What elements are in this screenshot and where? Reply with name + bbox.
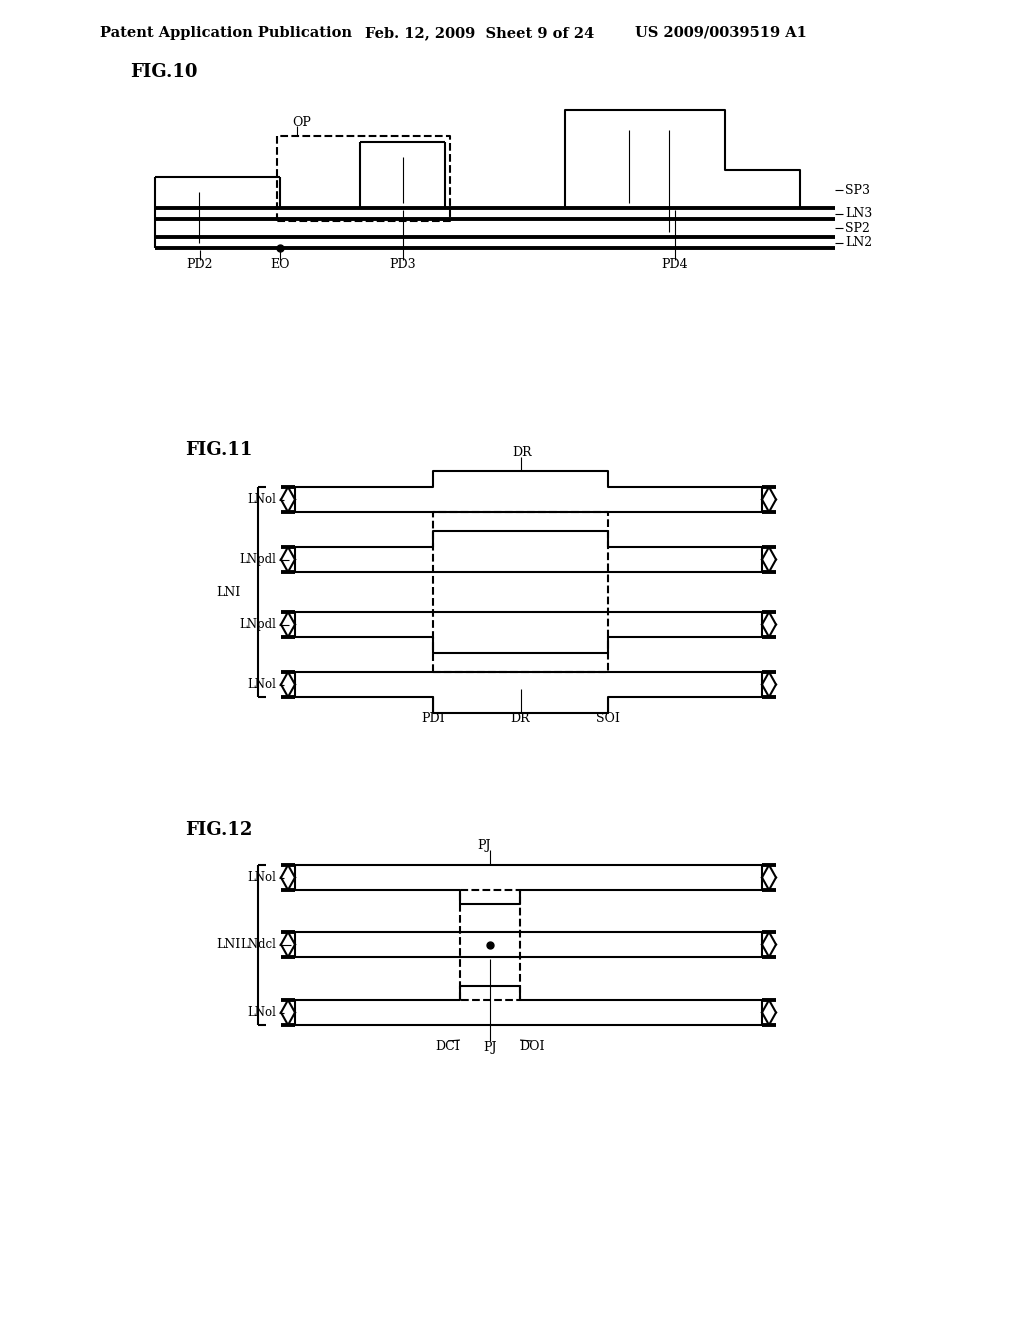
- Text: SP2: SP2: [845, 222, 869, 235]
- Text: Patent Application Publication: Patent Application Publication: [100, 26, 352, 40]
- Text: LN2: LN2: [845, 236, 872, 249]
- Text: PD3: PD3: [389, 259, 416, 272]
- Text: LNpdl: LNpdl: [240, 553, 276, 566]
- Text: SP3: SP3: [845, 183, 870, 197]
- Text: EO: EO: [270, 259, 290, 272]
- Text: DR: DR: [511, 713, 530, 726]
- Text: LN3: LN3: [845, 207, 872, 220]
- Text: LNol: LNol: [247, 492, 276, 506]
- Text: SOI: SOI: [596, 713, 620, 726]
- Text: LNol: LNol: [247, 871, 276, 884]
- Text: LNol: LNol: [247, 1006, 276, 1019]
- Text: PDI: PDI: [421, 713, 444, 726]
- Text: DOI: DOI: [519, 1040, 545, 1053]
- Text: US 2009/0039519 A1: US 2009/0039519 A1: [635, 26, 807, 40]
- Text: PJ: PJ: [483, 1040, 497, 1053]
- Text: Feb. 12, 2009  Sheet 9 of 24: Feb. 12, 2009 Sheet 9 of 24: [365, 26, 594, 40]
- Text: PD4: PD4: [662, 259, 688, 272]
- Text: PD2: PD2: [186, 259, 213, 272]
- Text: LNpdl: LNpdl: [240, 618, 276, 631]
- Text: LNdcl: LNdcl: [240, 939, 276, 950]
- Text: LNol: LNol: [247, 678, 276, 690]
- Text: OP: OP: [292, 116, 311, 128]
- Text: FIG.11: FIG.11: [185, 441, 252, 459]
- Text: FIG.12: FIG.12: [185, 821, 252, 840]
- Text: LNI: LNI: [216, 586, 240, 598]
- Text: PJ: PJ: [477, 838, 490, 851]
- Text: DR: DR: [512, 446, 532, 459]
- Text: LNI: LNI: [216, 939, 240, 952]
- Text: FIG.10: FIG.10: [130, 63, 198, 81]
- Text: DCI: DCI: [435, 1040, 461, 1053]
